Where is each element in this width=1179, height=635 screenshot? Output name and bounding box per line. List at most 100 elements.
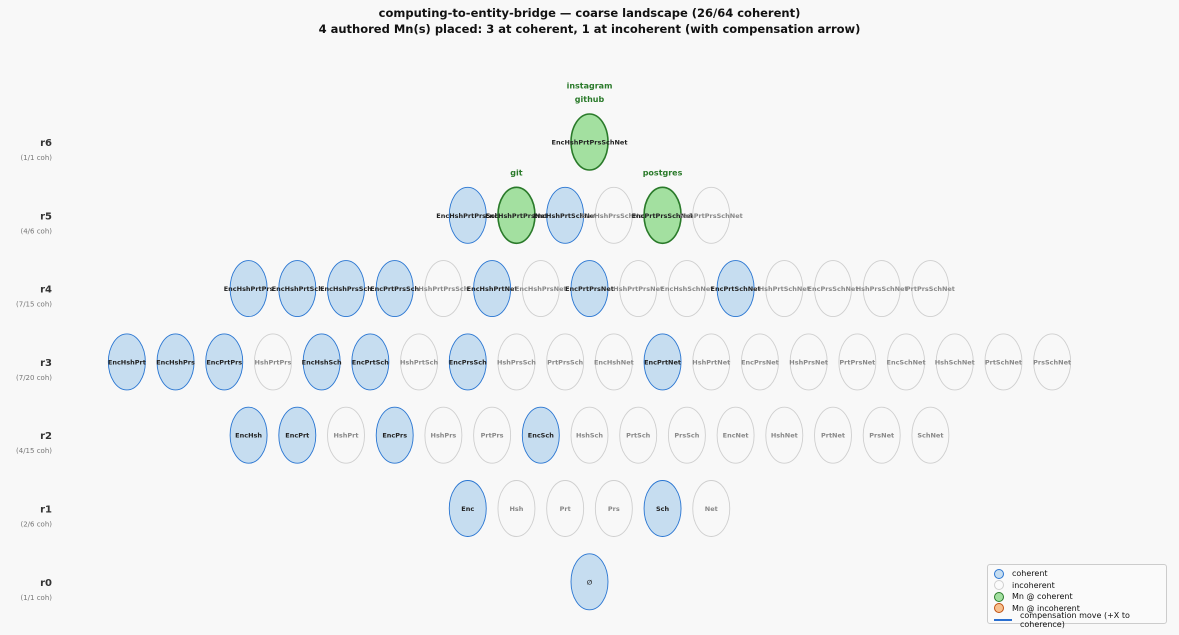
node-ellipse bbox=[327, 260, 365, 318]
node-ellipse bbox=[716, 260, 755, 318]
node-enchshprtprsnet: EncHshPrtPrsNet git bbox=[485, 168, 548, 245]
rank-label: r2 bbox=[40, 431, 52, 442]
node-label: HshPrtSch bbox=[400, 358, 439, 366]
mn-label-instagram: instagram bbox=[567, 82, 613, 91]
node-ellipse bbox=[570, 113, 609, 171]
node-encprsschnet: EncPrsSchNet bbox=[808, 260, 858, 318]
node-ellipse bbox=[862, 406, 901, 464]
node-prtprs: PrtPrs bbox=[473, 406, 512, 464]
node-ellipse bbox=[375, 260, 414, 318]
legend-item-incoherent: incoherent bbox=[994, 580, 1160, 592]
node-enchshprtschnet: EncHshPrtSchNet bbox=[533, 186, 597, 244]
node-label: PrsSchNet bbox=[1033, 358, 1071, 366]
node-encprtprs: EncPrtPrs bbox=[205, 333, 244, 391]
node-prtnet: PrtNet bbox=[814, 406, 852, 464]
node-label: EncHshPrtPrsSch bbox=[436, 212, 499, 220]
node-ellipse bbox=[546, 333, 585, 391]
node-label: EncHshPrtNet bbox=[467, 285, 518, 293]
rank-r6: r6 (1/1 coh) EncHshPrtPrsSchNet instagram gi… bbox=[20, 82, 627, 171]
title-line-2: 4 authored Mn(s) placed: 3 at coherent, … bbox=[318, 22, 861, 36]
node-ellipse bbox=[497, 186, 536, 245]
node-label: EncHshPrtSch bbox=[272, 285, 323, 293]
node-ellipse bbox=[594, 480, 633, 537]
node-label: EncHsh bbox=[235, 432, 262, 440]
node-ellipse bbox=[205, 333, 244, 391]
node-ellipse bbox=[375, 406, 414, 464]
mn-label-github: github bbox=[575, 95, 605, 104]
node-ellipse bbox=[497, 333, 536, 391]
node-ellipse bbox=[278, 260, 317, 318]
rank-label: r1 bbox=[40, 505, 52, 516]
node-enc: Enc bbox=[448, 480, 487, 537]
node-enchshsch: EncHshSch bbox=[302, 333, 342, 391]
node-label: HshPrsNet bbox=[789, 358, 828, 366]
node-label: SchNet bbox=[917, 432, 943, 440]
rank-coherence-count: (1/1 coh) bbox=[20, 594, 52, 602]
rank-coherence-count: (4/15 coh) bbox=[16, 447, 52, 455]
node-enchshnet: EncHshNet bbox=[594, 333, 634, 391]
node-ellipse bbox=[838, 333, 877, 391]
node-label: HshPrsSchNet bbox=[856, 285, 908, 293]
legend-item-mn-incoherent: Mn @ incoherent bbox=[994, 603, 1160, 615]
node-ellipse bbox=[424, 260, 463, 318]
node-label: Enc bbox=[461, 505, 474, 513]
legend-label-coherent: coherent bbox=[1012, 569, 1048, 579]
node-label: HshPrs bbox=[431, 432, 457, 440]
node-ellipse bbox=[619, 406, 658, 464]
node-ellipse bbox=[765, 406, 804, 464]
node-label: EncHshPrtPrs bbox=[224, 285, 274, 293]
rank-r2: r2 (4/15 coh) EncHsh EncPrt HshPrt EncPrs HshP… bbox=[16, 406, 950, 464]
node-encsch: EncSch bbox=[521, 406, 560, 464]
node-ellipse bbox=[497, 480, 536, 537]
legend-label-incoherent: incoherent bbox=[1012, 580, 1055, 590]
node-hshprtprsnet: HshPrtPrsNet bbox=[613, 260, 663, 318]
node-ellipse bbox=[692, 480, 731, 537]
node-ellipse bbox=[643, 480, 682, 537]
node-label: EncPrtPrsNet bbox=[565, 285, 614, 293]
node-hshprsschnet: HshPrsSchNet bbox=[856, 260, 908, 318]
node-enchshprtnet: EncHshPrtNet bbox=[467, 260, 518, 318]
node-label: Net bbox=[705, 505, 718, 513]
node-ellipse bbox=[667, 260, 706, 318]
node-enchshschnet: EncHshSchNet bbox=[660, 260, 713, 318]
node-label: EncHshSch bbox=[302, 358, 342, 366]
mn-coherent-swatch-icon bbox=[994, 591, 1004, 602]
rank-label: r4 bbox=[40, 285, 52, 296]
node-ellipse bbox=[692, 333, 731, 391]
node-enchshprtprs: EncHshPrtPrs bbox=[224, 260, 274, 318]
node-hshprtnet: HshPrtNet bbox=[692, 333, 731, 391]
rank-label: r6 bbox=[40, 138, 52, 149]
node-hshschnet: HshSchNet bbox=[935, 333, 975, 391]
node-label: HshPrtPrsSchNet bbox=[680, 212, 743, 220]
node-enchshprssch: EncHshPrsSch bbox=[320, 260, 372, 318]
legend-item-compensation: compensation move (+X to coherence) bbox=[994, 611, 1160, 629]
node-hshprsnet: HshPrsNet bbox=[789, 333, 828, 391]
node-label: EncHshNet bbox=[594, 358, 634, 366]
node-prssch: PrsSch bbox=[667, 406, 706, 464]
mn-incoherent-swatch-icon bbox=[994, 603, 1004, 614]
rank-coherence-count: (7/15 coh) bbox=[16, 301, 52, 309]
node-label: EncHshPrsSchNet bbox=[581, 212, 646, 220]
node-prsnet: PrsNet bbox=[862, 406, 901, 464]
rank-label: r3 bbox=[40, 358, 52, 369]
node-label: EncHshPrtPrsSchNet bbox=[552, 139, 628, 147]
legend: coherent incoherent Mn @ coherent Mn @ i… bbox=[987, 564, 1167, 629]
node-ellipse bbox=[278, 406, 317, 464]
node-label: EncPrtPrsSch bbox=[370, 285, 419, 293]
node-label: HshNet bbox=[771, 432, 798, 440]
node-label: EncPrsSch bbox=[449, 358, 487, 366]
node-ellipse bbox=[643, 333, 682, 391]
node-ellipse bbox=[229, 406, 268, 464]
node-label: EncPrtSchNet bbox=[711, 285, 761, 293]
node-label: Sch bbox=[656, 505, 670, 513]
node-prs: Prs bbox=[594, 480, 633, 537]
rank-r5: r5 (4/6 coh) EncHshPrtPrsSchEncHshPrtPrsNe… bbox=[20, 168, 743, 245]
rank-coherence-count: (4/6 coh) bbox=[20, 227, 52, 235]
rank-r1: r1 (2/6 coh) Enc Hsh Prt Prs Sch Net bbox=[20, 480, 731, 537]
node-label: EncPrs bbox=[382, 432, 407, 440]
node-label: HshPrt bbox=[333, 432, 358, 440]
node-label: EncHshSchNet bbox=[660, 285, 713, 293]
node-encnet: EncNet bbox=[716, 406, 755, 464]
node-ellipse bbox=[667, 406, 706, 464]
node-label: HshPrtPrsSch bbox=[418, 285, 468, 293]
